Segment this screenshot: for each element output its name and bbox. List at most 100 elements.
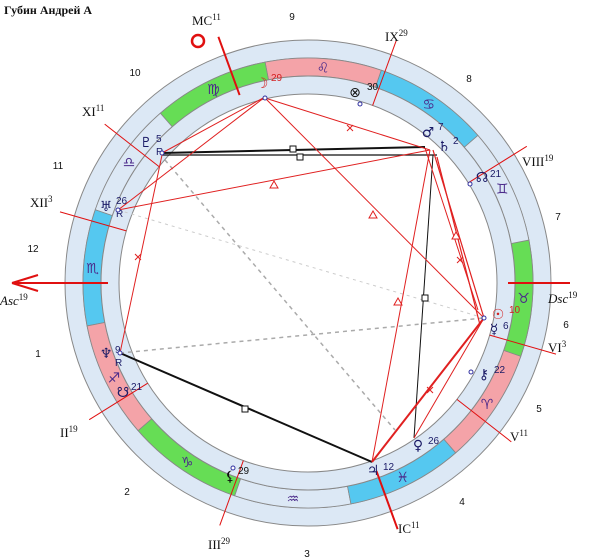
cusp-degree: 19 [19, 292, 29, 302]
planet-anchor [357, 101, 363, 107]
aspect-square [289, 145, 297, 153]
planet-degree: 10 [509, 305, 521, 316]
aspect-line [117, 209, 485, 319]
cusp-line [468, 145, 528, 184]
planet-degree: 29 [238, 466, 250, 477]
planet-glyph: ♂ [422, 125, 435, 141]
cusp-label: XII3 [30, 194, 53, 210]
planet-glyph: ☽ [256, 76, 269, 92]
planet-degree: 21 [490, 169, 502, 180]
aspect-line [371, 149, 431, 463]
asc-arrowhead [11, 274, 39, 292]
cusp-line [88, 382, 148, 421]
sign-glyph: ♓ [396, 470, 409, 486]
aspect-line [117, 96, 266, 211]
sign-glyph: ♒ [287, 491, 300, 507]
cusp-degree: 11 [411, 520, 420, 530]
cusp-label: Asc19 [0, 292, 28, 308]
cusp-line [372, 40, 397, 106]
aspect-cross [134, 253, 142, 261]
sign-glyph: ♑ [181, 455, 194, 471]
cusp-line [59, 211, 127, 232]
aspect-line [164, 159, 396, 431]
aspect-cross [456, 256, 464, 264]
planet-anchor [481, 315, 487, 321]
cusp-label: VI3 [548, 339, 567, 355]
house-number: 5 [536, 404, 542, 415]
planet-glyph: ☋ [117, 385, 129, 401]
planet-glyph: ♃ [367, 463, 380, 479]
aspect-line [371, 317, 485, 463]
angle-line [217, 36, 241, 96]
planet-anchor [262, 95, 268, 101]
sign-glyph: ♊ [496, 181, 509, 197]
cusp-name: Dsc [547, 291, 568, 306]
planet-glyph: ☿ [490, 322, 499, 338]
sign-glyph: ♍ [207, 82, 220, 98]
aspect-triangle [451, 230, 461, 240]
cusp-name: XII [30, 195, 48, 210]
planet-glyph: ♅ [100, 199, 113, 215]
house-number: 3 [304, 549, 310, 560]
retrograde-mark: R [116, 209, 123, 220]
aspect-line [264, 97, 431, 151]
cusp-degree: 19 [568, 290, 578, 300]
aspect-triangle [269, 179, 279, 189]
planet-degree: 29 [271, 73, 283, 84]
planet-degree: 21 [131, 382, 143, 393]
cusp-degree: 11 [96, 103, 105, 113]
cusp-degree: 19 [544, 153, 554, 163]
cusp-degree: 19 [69, 424, 79, 434]
cusp-name: IX [385, 29, 399, 44]
house-number: 2 [124, 487, 130, 498]
mc-symbol [190, 33, 206, 49]
aspect-line [424, 147, 479, 311]
house-number: 12 [27, 244, 39, 255]
aspect-line [264, 97, 485, 319]
cusp-name: XI [82, 104, 96, 119]
planet-degree: 7 [438, 122, 444, 133]
house-number: 11 [53, 161, 64, 172]
planet-anchor [117, 350, 123, 356]
planet-anchor [467, 181, 473, 187]
cusp-name: V [510, 429, 520, 444]
cusp-line [104, 123, 160, 168]
sign-glyph: ♈ [481, 397, 494, 413]
cusp-degree: 3 [562, 339, 567, 349]
house-number: 4 [459, 497, 465, 508]
house-number: 6 [563, 320, 569, 331]
planet-degree: 26 [428, 436, 440, 447]
aspect-square [421, 294, 429, 302]
planet-glyph: ♀ [413, 438, 423, 454]
cusp-label: II19 [60, 424, 78, 440]
cusp-name: MC [192, 13, 212, 28]
angle-line [375, 470, 399, 530]
planet-glyph: ⚷ [479, 367, 489, 383]
planet-degree: 12 [383, 462, 395, 473]
planet-anchor [230, 465, 236, 471]
aspect-triangle [368, 209, 378, 219]
planet-degree: 5 [156, 134, 162, 145]
house-number: 10 [129, 68, 141, 79]
cusp-name: VIII [522, 154, 544, 169]
planet-glyph: ☊ [476, 170, 488, 186]
planet-glyph: ♄ [438, 139, 451, 155]
planet-glyph: ⊗ [349, 85, 361, 101]
aspect-line [432, 149, 485, 319]
aspect-square [296, 153, 304, 161]
planet-degree: 26 [116, 196, 128, 207]
cusp-label: MC11 [192, 12, 221, 28]
aspect-triangle [393, 296, 403, 306]
cusp-degree: 29 [221, 536, 231, 546]
planet-glyph: ⚸ [225, 469, 235, 485]
aspect-cross [346, 124, 354, 132]
aspect-square [241, 405, 249, 413]
house-number: 1 [35, 349, 41, 360]
planet-anchor [159, 150, 165, 156]
cusp-label: Dsc19 [547, 290, 578, 306]
cusp-label: IX29 [385, 28, 408, 44]
cusp-line [219, 460, 244, 526]
cusp-line [489, 334, 557, 355]
retrograde-mark: R [115, 358, 122, 369]
planet-anchor [468, 369, 474, 375]
